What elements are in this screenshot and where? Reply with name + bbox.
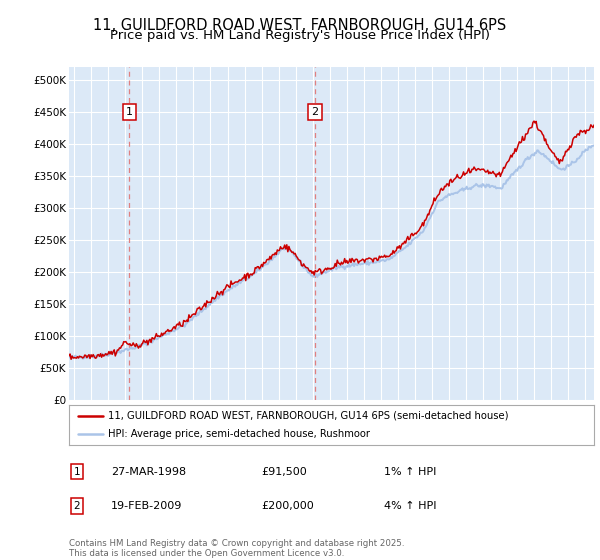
Text: £200,000: £200,000 xyxy=(261,501,314,511)
Text: Contains HM Land Registry data © Crown copyright and database right 2025.
This d: Contains HM Land Registry data © Crown c… xyxy=(69,539,404,558)
Text: 1: 1 xyxy=(73,466,80,477)
Text: 1% ↑ HPI: 1% ↑ HPI xyxy=(384,466,436,477)
Text: 2: 2 xyxy=(73,501,80,511)
Text: Price paid vs. HM Land Registry's House Price Index (HPI): Price paid vs. HM Land Registry's House … xyxy=(110,29,490,42)
Text: 2: 2 xyxy=(311,107,319,117)
Text: 1: 1 xyxy=(125,107,133,117)
Text: 4% ↑ HPI: 4% ↑ HPI xyxy=(384,501,437,511)
Text: 19-FEB-2009: 19-FEB-2009 xyxy=(111,501,182,511)
Text: 11, GUILDFORD ROAD WEST, FARNBOROUGH, GU14 6PS: 11, GUILDFORD ROAD WEST, FARNBOROUGH, GU… xyxy=(94,18,506,33)
Text: 11, GUILDFORD ROAD WEST, FARNBOROUGH, GU14 6PS (semi-detached house): 11, GUILDFORD ROAD WEST, FARNBOROUGH, GU… xyxy=(109,411,509,421)
Text: HPI: Average price, semi-detached house, Rushmoor: HPI: Average price, semi-detached house,… xyxy=(109,430,370,439)
Text: £91,500: £91,500 xyxy=(261,466,307,477)
Text: 27-MAR-1998: 27-MAR-1998 xyxy=(111,466,186,477)
